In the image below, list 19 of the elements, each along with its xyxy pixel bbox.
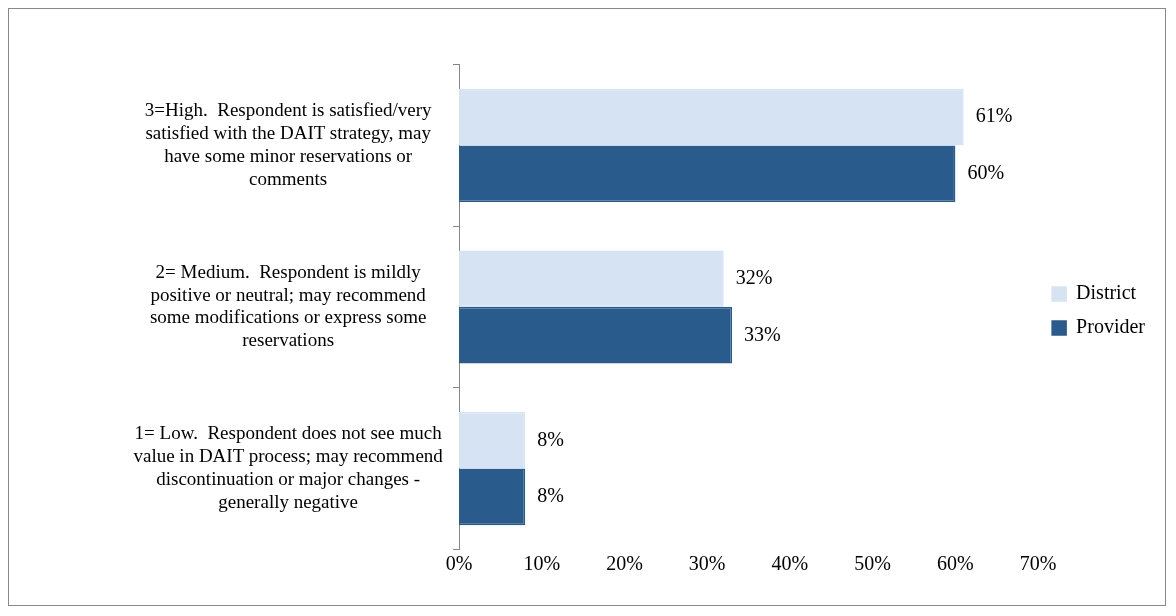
data-label: 61%	[975, 104, 1013, 127]
x-tick-label: 20%	[606, 551, 643, 574]
data-label: 8%	[537, 427, 564, 450]
x-tick-label: 60%	[937, 551, 974, 574]
x-tick-label: 40%	[771, 551, 809, 574]
x-tick-label: 10%	[523, 551, 561, 574]
y-tick-label: 3=High. Respondent is satisfied/very satisfied with the DAIT strategy, may have some minor reservations or comments	[144, 99, 432, 189]
x-tick-label: 50%	[854, 551, 891, 574]
data-label: 33%	[744, 322, 781, 345]
x-tick-label: 0%	[445, 551, 473, 574]
legend-label: Provider	[1076, 315, 1146, 338]
x-tick-label: 30%	[688, 551, 726, 574]
y-tick-label: 2= Medium. Respondent is mildly positive or neutral; may recommend some modifications or express some reservations	[149, 260, 427, 351]
x-tick-label: 70%	[1019, 551, 1057, 574]
data-label: 60%	[967, 160, 1005, 183]
data-label: 8%	[537, 484, 564, 507]
legend-label: District	[1076, 281, 1137, 304]
data-label: 32%	[735, 265, 773, 288]
y-tick-label: 1= Low. Respondent does not see much value in DAIT process; may recommend discontinuation or major changes - generally negative	[133, 422, 444, 512]
